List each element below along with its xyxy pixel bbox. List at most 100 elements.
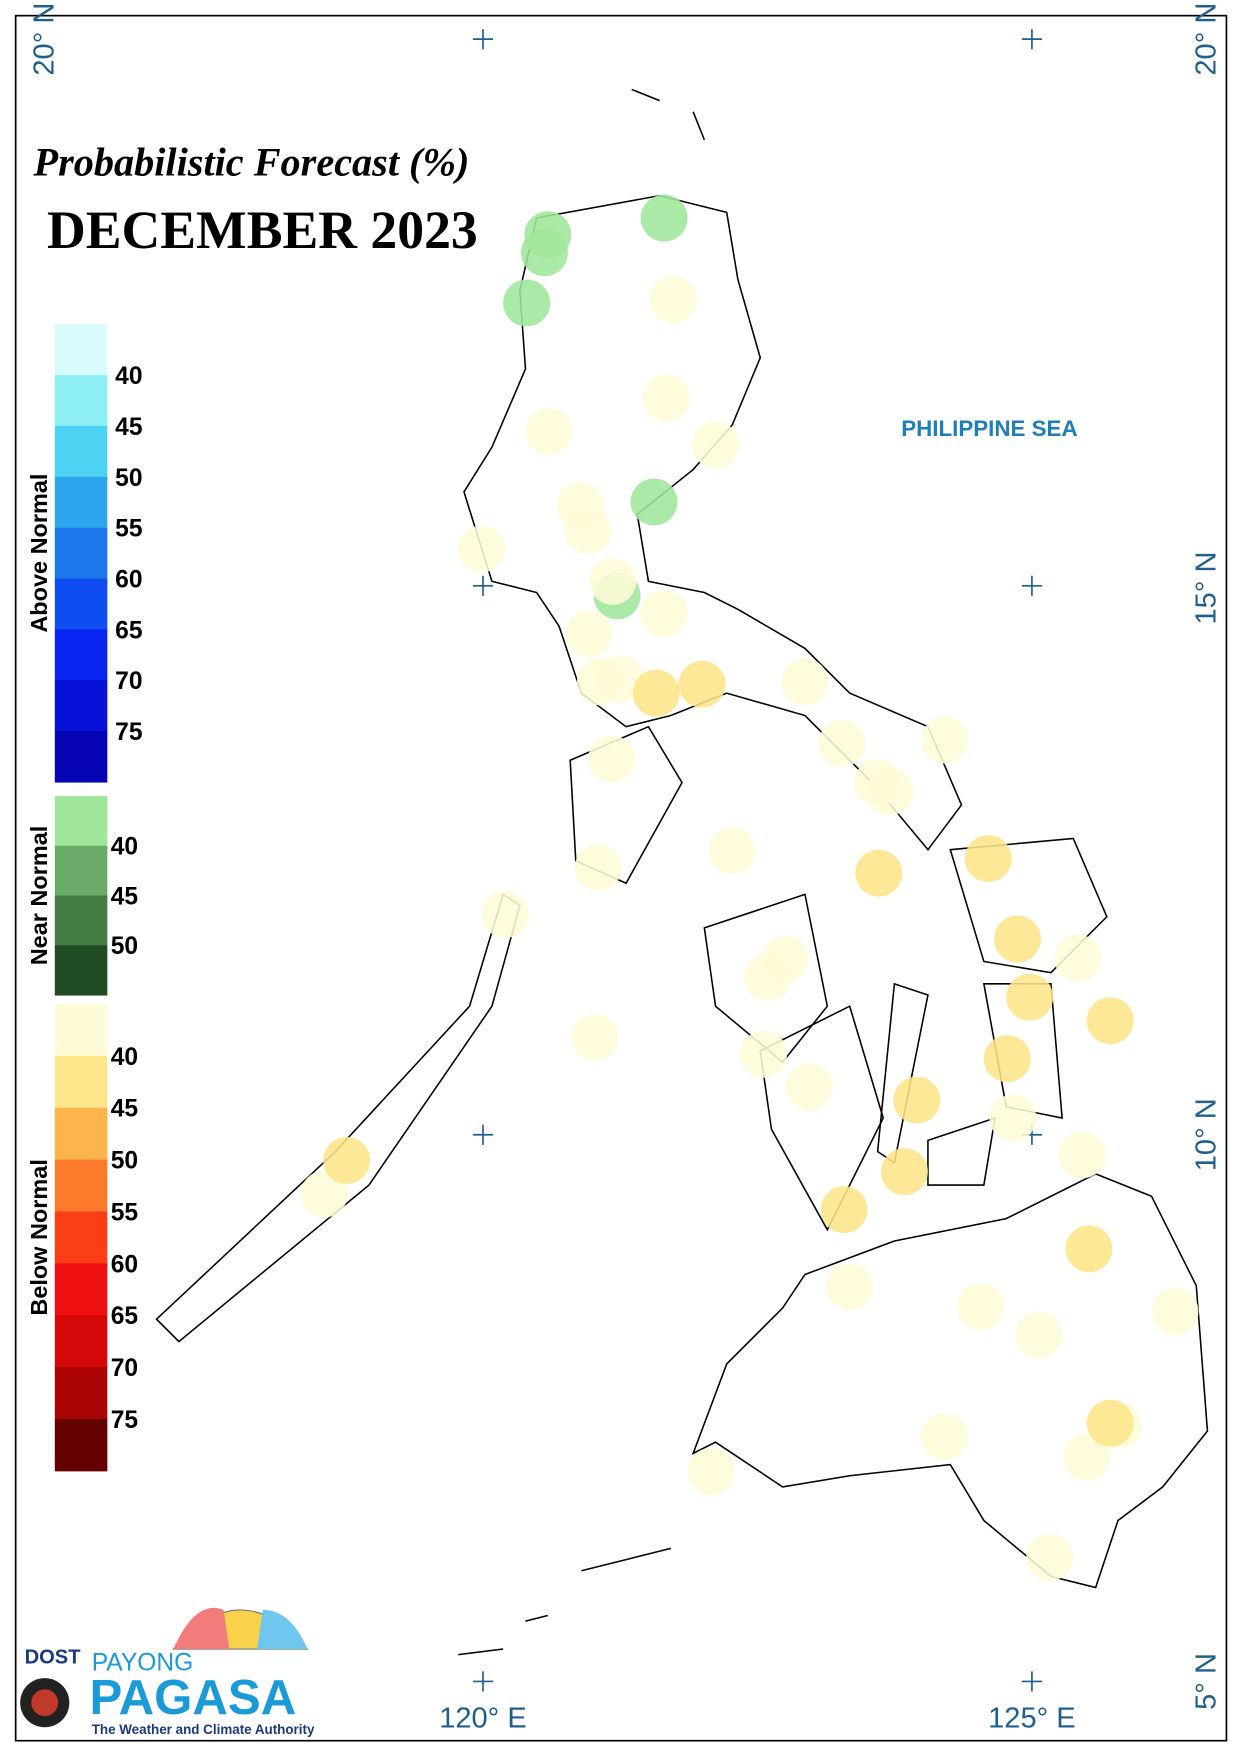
lat-label: 15° N xyxy=(1190,552,1222,625)
station-marker xyxy=(744,953,792,1001)
station-marker xyxy=(481,891,529,938)
station-marker xyxy=(785,1063,833,1111)
station-marker xyxy=(588,735,636,783)
graticule-cross xyxy=(472,575,494,596)
station-marker xyxy=(640,590,688,638)
lat-label: 10° N xyxy=(1190,1098,1222,1171)
legend-swatch xyxy=(54,895,108,946)
station-marker xyxy=(597,655,644,703)
graticule xyxy=(472,29,1042,1692)
station-marker xyxy=(503,279,551,327)
station-marker xyxy=(993,915,1041,963)
graticule-cross xyxy=(472,1671,494,1692)
legend-tick: 45 xyxy=(115,414,142,441)
station-marker xyxy=(589,557,637,605)
graticule-cross xyxy=(472,29,494,50)
legend: 40 45 50 55 60 65 70 75 Above Normal 40 45 50 Near N… xyxy=(26,324,143,1472)
logo-brand: PAGASA xyxy=(89,1670,296,1725)
station-marker xyxy=(520,229,568,277)
legend-swatch xyxy=(54,1159,108,1213)
station-marker xyxy=(630,478,678,526)
graticule-cross xyxy=(1021,1671,1042,1692)
station-marker xyxy=(989,1094,1037,1142)
legend-tick: 65 xyxy=(115,617,142,644)
station-marker xyxy=(1058,1131,1106,1179)
period: DECEMBER 2023 xyxy=(47,200,478,260)
station-marker xyxy=(692,421,740,469)
legend-tick: 50 xyxy=(111,1148,138,1175)
legend-tick: 45 xyxy=(111,1096,138,1123)
station-marker xyxy=(880,1148,928,1196)
station-marker xyxy=(1006,973,1054,1021)
graticule-cross xyxy=(1021,575,1042,596)
legend-swatch xyxy=(54,629,108,681)
legend-swatch xyxy=(54,375,108,427)
logo: DOST PAYONG PAGASA The Weather and Clima… xyxy=(20,1607,315,1737)
legend-tick: 55 xyxy=(111,1199,138,1226)
legend-swatch xyxy=(54,731,108,783)
station-marker xyxy=(781,658,829,706)
logo-brand-top: PAYONG xyxy=(92,1649,194,1676)
station-marker xyxy=(323,1136,371,1184)
station-marker xyxy=(525,408,573,456)
legend-swatch xyxy=(54,425,108,478)
station-marker xyxy=(855,849,903,897)
logo-seal xyxy=(31,1689,59,1717)
legend-group-label: Above Normal xyxy=(26,474,52,633)
legend-tick: 75 xyxy=(115,719,142,746)
station-marker xyxy=(571,1014,619,1061)
station-marker xyxy=(1063,1433,1111,1481)
logo-umbrella xyxy=(173,1607,230,1650)
legend-swatch xyxy=(54,1211,108,1264)
stations xyxy=(300,194,1199,1581)
station-marker xyxy=(687,1447,735,1495)
station-marker xyxy=(640,194,688,242)
station-marker xyxy=(678,660,726,708)
lat-label: 20° N xyxy=(1190,3,1222,76)
legend-tick: 40 xyxy=(111,1044,138,1071)
station-marker xyxy=(642,374,690,422)
legend-tick: 40 xyxy=(115,363,142,390)
station-marker xyxy=(921,716,969,764)
sea-label: PHILIPPINE SEA xyxy=(901,416,1077,441)
station-marker xyxy=(740,1030,788,1078)
legend-tick: 45 xyxy=(111,883,138,910)
legend-swatch xyxy=(54,1315,108,1368)
legend-tick: 40 xyxy=(111,834,138,861)
station-marker xyxy=(893,1076,941,1124)
lon-label: 125° E xyxy=(988,1702,1076,1734)
station-marker xyxy=(820,1186,868,1234)
legend-tick: 70 xyxy=(111,1355,138,1382)
legend-swatch xyxy=(54,1418,108,1472)
station-marker xyxy=(458,525,506,573)
legend-tick: 70 xyxy=(115,668,142,695)
legend-swatch xyxy=(54,945,108,996)
station-marker xyxy=(1065,1225,1113,1273)
station-marker xyxy=(866,768,914,816)
legend-swatch xyxy=(54,1055,108,1109)
station-marker xyxy=(1054,934,1102,982)
station-marker xyxy=(964,835,1012,883)
station-marker xyxy=(957,1283,1004,1331)
logo-tagline: The Weather and Climate Authority xyxy=(92,1722,315,1737)
station-marker xyxy=(565,610,613,658)
station-marker xyxy=(708,827,756,875)
legend-tick: 65 xyxy=(111,1303,138,1330)
graticule-cross xyxy=(472,1124,494,1145)
title: Probabilistic Forecast (%) xyxy=(33,140,470,185)
station-marker xyxy=(1086,997,1134,1045)
station-marker xyxy=(983,1035,1031,1083)
station-marker xyxy=(818,719,866,767)
station-marker xyxy=(564,506,612,554)
station-marker xyxy=(1151,1287,1199,1335)
station-marker xyxy=(574,844,622,892)
map-frame xyxy=(14,14,1228,1742)
legend-swatch xyxy=(54,1003,108,1057)
legend-swatch xyxy=(54,845,108,897)
station-marker xyxy=(921,1413,969,1461)
legend-tick: 60 xyxy=(115,567,142,594)
graticule-cross xyxy=(1021,29,1042,50)
legend-swatch xyxy=(54,1263,108,1316)
